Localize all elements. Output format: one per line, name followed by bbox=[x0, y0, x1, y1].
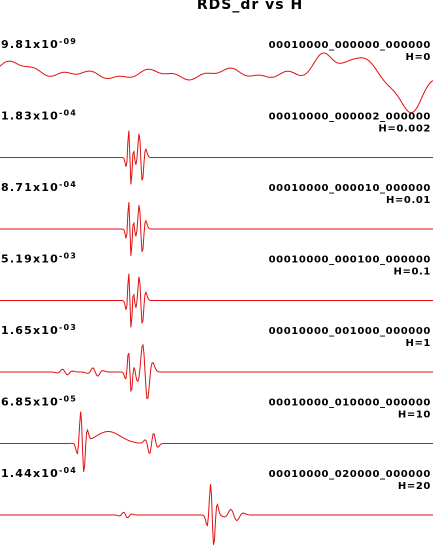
amplitude-label-6: 1.44x10-04 bbox=[1, 466, 77, 480]
station-code-4: 00010000_001000_000000 bbox=[269, 326, 431, 337]
seismogram-trace-2 bbox=[0, 202, 433, 256]
h-value-label-5: H=10 bbox=[398, 410, 431, 421]
h-value-label-6: H=20 bbox=[398, 481, 431, 492]
amplitude-mantissa-3: 5.19x10 bbox=[1, 253, 59, 266]
h-value-label-4: H=1 bbox=[405, 338, 431, 349]
amplitude-mantissa-1: 1.83x10 bbox=[1, 110, 59, 123]
seismogram-trace-0 bbox=[0, 52, 433, 114]
amplitude-exponent-0: -09 bbox=[59, 37, 77, 46]
h-value-label-3: H=0.1 bbox=[394, 267, 431, 278]
seismogram-trace-3 bbox=[0, 273, 433, 328]
station-code-2: 00010000_000010_000000 bbox=[269, 183, 431, 194]
station-code-0: 00010000_000000_000000 bbox=[269, 40, 431, 51]
amplitude-mantissa-5: 6.85x10 bbox=[1, 396, 59, 409]
amplitude-exponent-1: -04 bbox=[59, 109, 77, 118]
amplitude-mantissa-6: 1.44x10 bbox=[1, 467, 59, 480]
amplitude-exponent-4: -03 bbox=[59, 323, 77, 332]
station-code-5: 00010000_010000_000000 bbox=[269, 398, 431, 409]
amplitude-mantissa-0: 9.81x10 bbox=[1, 38, 59, 51]
amplitude-label-3: 5.19x10-03 bbox=[1, 252, 77, 266]
amplitude-exponent-2: -04 bbox=[59, 180, 77, 189]
amplitude-mantissa-4: 1.65x10 bbox=[1, 324, 59, 337]
amplitude-mantissa-2: 8.71x10 bbox=[1, 181, 59, 194]
amplitude-label-4: 1.65x10-03 bbox=[1, 323, 77, 337]
h-value-label-1: H=0.002 bbox=[378, 124, 431, 135]
station-code-3: 00010000_000100_000000 bbox=[269, 255, 431, 266]
amplitude-exponent-5: -05 bbox=[59, 395, 77, 404]
chart-title: RDS_dr vs H bbox=[197, 0, 303, 13]
amplitude-exponent-3: -03 bbox=[59, 252, 77, 261]
h-value-label-0: H=0 bbox=[405, 52, 431, 63]
seismogram-trace-6 bbox=[0, 484, 433, 545]
amplitude-exponent-6: -04 bbox=[59, 466, 77, 475]
seismogram-trace-1 bbox=[0, 130, 433, 185]
station-code-1: 00010000_000002_000000 bbox=[269, 112, 431, 123]
amplitude-label-5: 6.85x10-05 bbox=[1, 395, 77, 409]
h-value-label-2: H=0.01 bbox=[386, 195, 431, 206]
seismogram-trace-5 bbox=[0, 411, 433, 472]
seismogram-trace-4 bbox=[0, 343, 433, 400]
amplitude-label-1: 1.83x10-04 bbox=[1, 109, 77, 123]
amplitude-label-0: 9.81x10-09 bbox=[1, 37, 77, 51]
amplitude-label-2: 8.71x10-04 bbox=[1, 180, 77, 194]
station-code-6: 00010000_020000_000000 bbox=[269, 469, 431, 480]
